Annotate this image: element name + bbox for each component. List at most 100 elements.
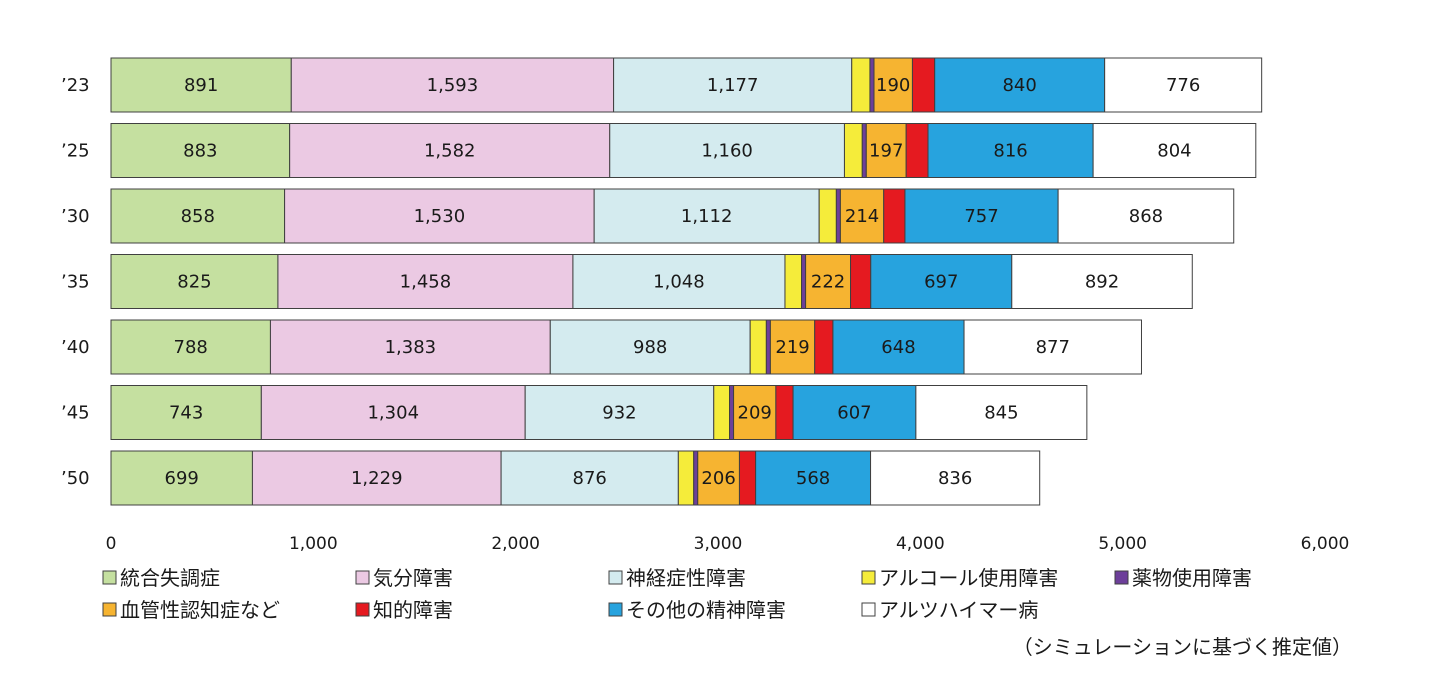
bar-segment bbox=[801, 254, 807, 309]
category-label: ’45 bbox=[61, 403, 90, 424]
bar-segment bbox=[251, 450, 502, 506]
bar-segment bbox=[733, 385, 777, 440]
bar-segment bbox=[883, 188, 906, 244]
bar-segment bbox=[911, 57, 936, 113]
data-label: 697 bbox=[924, 272, 958, 293]
category-label: ’30 bbox=[61, 206, 90, 227]
data-label: 209 bbox=[738, 403, 772, 424]
bar-segment bbox=[549, 319, 751, 375]
legend-swatch bbox=[608, 602, 623, 617]
bar-segment bbox=[110, 57, 292, 113]
data-label: 1,112 bbox=[681, 206, 733, 227]
bar-segment bbox=[835, 188, 841, 244]
bar-segment bbox=[613, 57, 853, 113]
bar-segment bbox=[832, 319, 965, 375]
chart-note: （シミュレーションに基づく推定値） bbox=[1013, 635, 1352, 659]
bar-segment bbox=[500, 450, 679, 506]
bar-segment bbox=[289, 123, 611, 178]
bar-segment bbox=[769, 319, 816, 375]
bar-segment bbox=[110, 385, 262, 440]
legend-label: 薬物使用障害 bbox=[1132, 566, 1252, 590]
category-label: ’35 bbox=[61, 272, 90, 293]
bar-segment bbox=[792, 385, 917, 440]
legend-label: アルコール使用障害 bbox=[879, 566, 1058, 590]
bar-segment bbox=[110, 188, 286, 244]
bar-segment bbox=[1011, 254, 1193, 309]
x-tick-label: 5,000 bbox=[1098, 534, 1147, 554]
bar-segment bbox=[1104, 57, 1263, 113]
data-label: 883 bbox=[183, 141, 217, 162]
bar-segment bbox=[738, 450, 757, 506]
x-tick-label: 3,000 bbox=[694, 534, 743, 554]
bar-segment bbox=[784, 254, 803, 309]
legend-label: アルツハイマー病 bbox=[879, 598, 1038, 622]
data-label: 206 bbox=[701, 468, 735, 489]
category-label: ’23 bbox=[61, 75, 90, 96]
data-label: 892 bbox=[1085, 272, 1119, 293]
legend-label: 知的障害 bbox=[373, 598, 453, 622]
bar-segment bbox=[572, 254, 786, 309]
bar-segment bbox=[110, 450, 253, 506]
legend-label: 血管性認知症など bbox=[120, 598, 280, 622]
x-tick-label: 0 bbox=[106, 534, 117, 554]
data-label: 816 bbox=[993, 141, 1027, 162]
x-tick-label: 4,000 bbox=[896, 534, 945, 554]
data-label: 190 bbox=[876, 75, 910, 96]
legend-label: 気分障害 bbox=[373, 566, 453, 590]
category-label: ’25 bbox=[61, 141, 90, 162]
data-label: 1,048 bbox=[653, 272, 705, 293]
data-label: 876 bbox=[573, 468, 607, 489]
data-label: 1,458 bbox=[400, 272, 452, 293]
bar-segment bbox=[110, 254, 279, 309]
bar-segment bbox=[839, 188, 885, 244]
bar-segment bbox=[693, 450, 699, 506]
data-label: 214 bbox=[845, 206, 879, 227]
data-label: 840 bbox=[1002, 75, 1036, 96]
category-label: ’50 bbox=[61, 468, 90, 489]
bar-segment bbox=[915, 385, 1088, 440]
legend-swatch bbox=[1114, 570, 1129, 585]
bar-segment bbox=[593, 188, 820, 244]
data-label: 836 bbox=[938, 468, 972, 489]
legend-swatch bbox=[102, 570, 117, 585]
legend-swatch bbox=[102, 602, 117, 617]
data-label: 858 bbox=[181, 206, 215, 227]
data-label: 788 bbox=[174, 337, 208, 358]
bar-segment bbox=[870, 450, 1041, 506]
data-label: 868 bbox=[1129, 206, 1163, 227]
legend-swatch bbox=[608, 570, 623, 585]
bar-segment bbox=[904, 188, 1059, 244]
legend-swatch bbox=[355, 602, 370, 617]
data-label: 219 bbox=[775, 337, 809, 358]
data-label: 845 bbox=[984, 403, 1018, 424]
bar-segment bbox=[677, 450, 695, 506]
data-label: 757 bbox=[964, 206, 998, 227]
bar-segment bbox=[713, 385, 731, 440]
bar-segment bbox=[865, 123, 907, 178]
data-label: 1,229 bbox=[351, 468, 403, 489]
data-label: 648 bbox=[881, 337, 915, 358]
bar-segment bbox=[277, 254, 574, 309]
data-label: 1,530 bbox=[414, 206, 466, 227]
bar-segment bbox=[755, 450, 872, 506]
data-label: 197 bbox=[869, 141, 903, 162]
data-label: 877 bbox=[1036, 337, 1070, 358]
bar-segment bbox=[609, 123, 845, 178]
bar-segment bbox=[843, 123, 863, 178]
bar-segment bbox=[861, 123, 867, 178]
legend-label: その他の精神障害 bbox=[626, 598, 786, 622]
bar-segment bbox=[1092, 123, 1257, 178]
bar-segment bbox=[870, 254, 1013, 309]
bar-segment bbox=[1057, 188, 1235, 244]
legend-label: 統合失調症 bbox=[120, 566, 220, 590]
x-tick-label: 2,000 bbox=[491, 534, 540, 554]
bar-segment bbox=[290, 57, 615, 113]
bar-segment bbox=[110, 123, 291, 178]
data-label: 891 bbox=[184, 75, 218, 96]
bar-segment bbox=[775, 385, 794, 440]
bar-segment bbox=[934, 57, 1106, 113]
data-label: 1,304 bbox=[367, 403, 419, 424]
data-label: 825 bbox=[177, 272, 211, 293]
